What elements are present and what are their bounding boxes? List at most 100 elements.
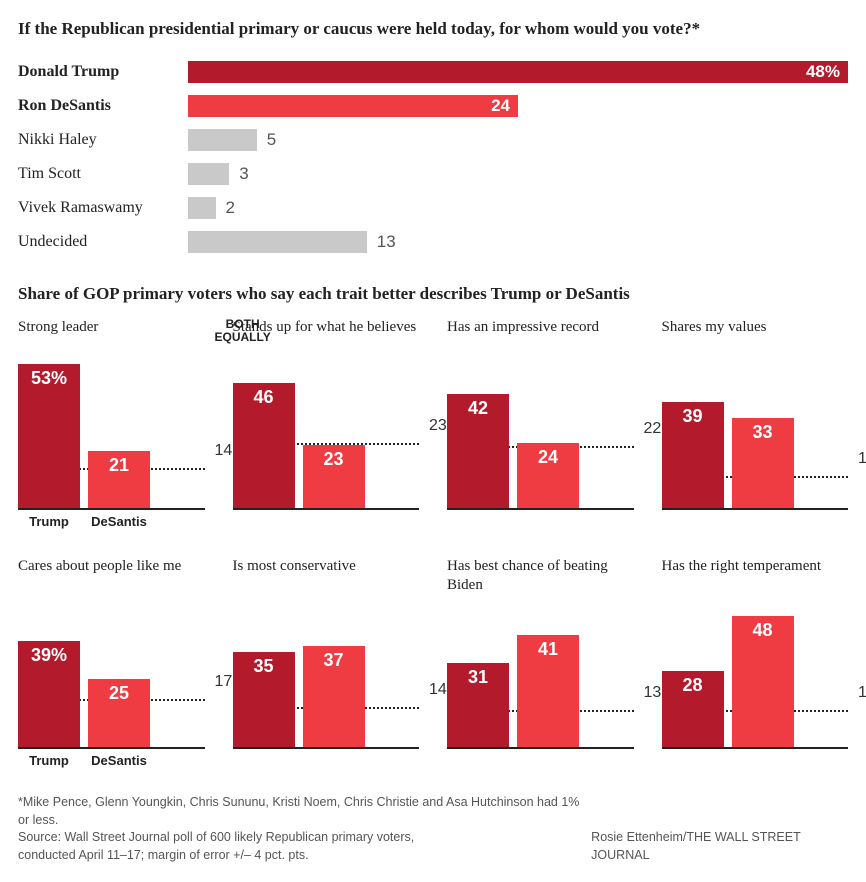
panel-bars: 39 33 [662,402,794,508]
bar-trump: 39 [662,402,724,508]
axis-labels: Trump DeSantis [18,753,205,768]
headline: If the Republican presidential primary o… [18,18,848,40]
axis-label-trump: Trump [18,514,80,529]
both-equally-value: 14 [211,442,233,460]
bar-trump: 31 [447,663,509,748]
hbar-track: 13 [188,231,848,253]
bar-desantis: 21 [88,451,150,508]
panel-bars: 4623 [233,383,365,508]
axis-label-trump: Trump [18,753,80,768]
panel-bars: 39% 25 [18,641,150,747]
panel-plot: 224224 [447,360,634,510]
bar-desantis: 24 [517,443,579,508]
bar-value: 21 [109,455,129,476]
hbar-row: Vivek Ramaswamy2 [18,194,848,222]
trait-panel-grid: Strong leader14BOTH EQUALLY↓53%21TrumpDe… [18,318,848,768]
footnote-3: conducted April 11–17; margin of error +… [18,847,591,865]
hbar-value: 13 [377,232,396,252]
hbar-row: Undecided 13 [18,228,848,256]
panel-bars: 42 24 [447,394,579,509]
bar-desantis: 48 [732,616,794,747]
both-equally-value: 23 [425,417,447,435]
bar-value: 25 [109,683,129,704]
hbar-label: Tim Scott [18,165,188,183]
bar-value: 35 [253,656,273,677]
footer: *Mike Pence, Glenn Youngkin, Chris Sunun… [18,794,848,864]
panel-title: Has an impressive record [447,318,634,356]
bar-value: 42 [468,398,488,419]
hbar-label: Undecided [18,233,188,251]
hbar-track: 2 [188,197,848,219]
trait-panel: Shares my values113933 [662,318,849,529]
hbar-row: Tim Scott 3 [18,160,848,188]
bar-value: 31 [468,667,488,688]
bar-value: 28 [682,675,702,696]
panel-title: Cares about people like me [18,557,205,595]
hbar-fill [188,231,367,253]
panel-title: Has best chance of beating Biden [447,557,634,595]
hbar-row: Donald Trump48% [18,58,848,86]
bar-trump: 35 [233,652,295,747]
axis-label-desantis: DeSantis [88,753,150,768]
both-equally-value: 17 [211,673,233,691]
bar-value: 37 [323,650,343,671]
hbar-label: Nikki Haley [18,131,188,149]
hbar-label: Ron DeSantis [18,97,188,115]
both-equally-value: 22 [640,420,662,438]
bar-value: 24 [538,447,558,468]
bar-desantis: 33 [732,418,794,508]
trait-panel: Strong leader14BOTH EQUALLY↓53%21TrumpDe… [18,318,205,529]
bar-desantis: 23 [303,445,365,508]
hbar-value: 3 [239,164,248,184]
both-equally-value: 14 [425,681,447,699]
panel-title: Strong leader [18,318,205,356]
axis-label-desantis: DeSantis [88,514,150,529]
footnote-2: Source: Wall Street Journal poll of 600 … [18,829,591,847]
hbar-track: 3 [188,163,848,185]
panel-bars: 35 37 [233,646,365,747]
hbar-fill [188,197,216,219]
hbar-fill: 48% [188,61,848,83]
hbar-value: 5 [267,130,276,150]
hbar-track: 48% [188,61,848,83]
hbar-fill [188,129,257,151]
panel-plot: 143537 [233,599,420,749]
bar-value: 23 [323,449,343,470]
primary-vote-bar-chart: Donald Trump48%Ron DeSantis24Nikki Haley… [18,58,848,256]
bar-trump: 39% [18,641,80,747]
trait-panel: Cares about people like me1739%25TrumpDe… [18,557,205,768]
bar-value: 39 [682,406,702,427]
hbar-row: Nikki Haley 5 [18,126,848,154]
trait-panel: Has an impressive record224224 [447,318,634,529]
panel-plot: 14BOTH EQUALLY↓53%21 [18,360,205,510]
panel-title: Shares my values [662,318,849,356]
both-equally-value: 13 [640,684,662,702]
panel-title: Has the right temperament [662,557,849,595]
panel-plot: 113933 [662,360,849,510]
bar-value: 33 [752,422,772,443]
trait-panel: Has the right temperament132848 [662,557,849,768]
hbar-label: Donald Trump [18,63,188,81]
bar-desantis: 41 [517,635,579,747]
both-equally-value: 11 [854,450,866,468]
panel-plot: 1739%25 [18,599,205,749]
both-equally-value: 13 [854,684,866,702]
hbar-value: 2 [226,198,235,218]
panel-plot: 133141 [447,599,634,749]
panel-plot: 234623 [233,360,420,510]
hbar-track: 5 [188,129,848,151]
footnotes: *Mike Pence, Glenn Youngkin, Chris Sunun… [18,794,591,864]
footnote-1: *Mike Pence, Glenn Youngkin, Chris Sunun… [18,794,591,829]
axis-labels: Trump DeSantis [18,514,205,529]
panel-bars: 28 48 [662,616,794,747]
bar-desantis: 25 [88,679,150,747]
hbar-fill [188,163,229,185]
trait-panel: Has best chance of beating Biden133141 [447,557,634,768]
hbar-track: 24 [188,95,848,117]
hbar-fill: 24 [188,95,518,117]
subhead: Share of GOP primary voters who say each… [18,284,848,304]
bar-value: 53% [31,368,67,389]
bar-value: 48 [752,620,772,641]
credit: Rosie Ettenheim/THE WALL STREET JOURNAL [591,829,848,864]
trait-panel: Is most conservative143537 [233,557,420,768]
